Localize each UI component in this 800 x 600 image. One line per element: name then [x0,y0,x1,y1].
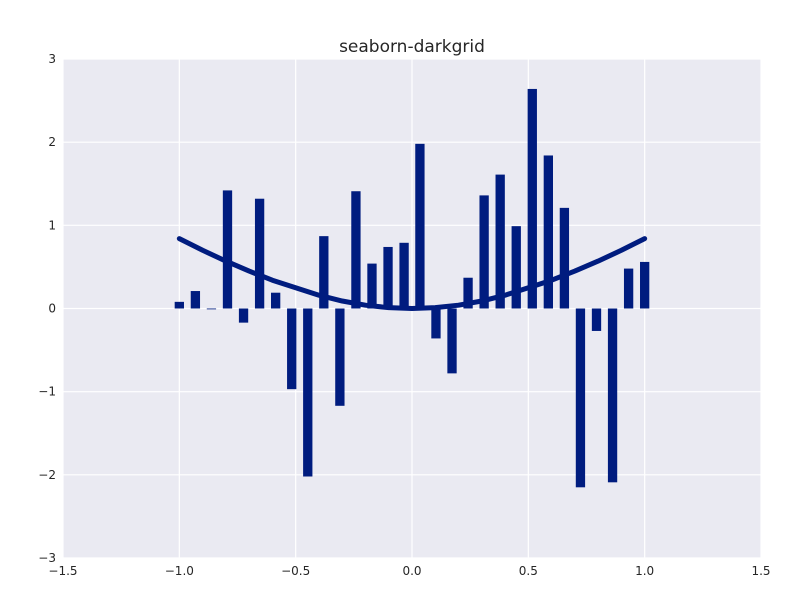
bar [399,242,409,309]
bar [415,143,425,309]
bar [623,268,634,309]
bar [190,291,201,309]
bar [351,191,361,309]
y-tick-label: −3 [38,551,56,565]
bar [591,308,602,331]
bar [319,236,329,309]
y-tick-label: 2 [48,135,56,149]
y-tick-label: 1 [48,218,56,232]
bar [287,308,297,390]
y-tick-label: −2 [38,468,56,482]
x-tick-label: −0.5 [281,564,310,578]
bar [527,88,537,309]
bar [543,155,553,309]
bar [222,190,233,309]
bar [367,263,377,309]
bar [607,308,618,483]
bar [575,308,586,488]
y-axis: −3 −2 −1 0 1 2 3 [38,52,56,565]
x-tick-label: 1.5 [751,564,770,578]
y-tick-label: 3 [48,52,56,66]
x-tick-label: −1.5 [48,564,77,578]
bar [254,198,265,309]
bar [335,308,345,406]
bar-series [174,88,650,488]
x-axis: −1.5 −1.0 −0.5 0.0 0.5 1.0 1.5 [48,564,770,578]
bar [383,246,393,309]
bar [559,207,570,309]
curve-line [176,236,648,311]
bar [640,261,650,309]
bar [431,308,441,339]
bar [303,308,313,477]
bar [206,308,217,310]
line-series [176,236,648,311]
x-tick-label: 0.0 [402,564,421,578]
y-tick-label: 0 [48,302,56,316]
bar [495,174,505,309]
x-tick-label: 0.5 [519,564,538,578]
bar [463,277,473,309]
chart-title: seaborn-darkgrid [339,37,485,57]
y-tick-label: −1 [38,385,56,399]
bar [271,292,281,309]
bar [447,308,457,374]
bar [479,195,489,309]
bar [511,226,521,309]
bar [174,301,184,309]
x-tick-label: −1.0 [165,564,194,578]
x-tick-label: 1.0 [635,564,654,578]
bar [238,308,249,323]
